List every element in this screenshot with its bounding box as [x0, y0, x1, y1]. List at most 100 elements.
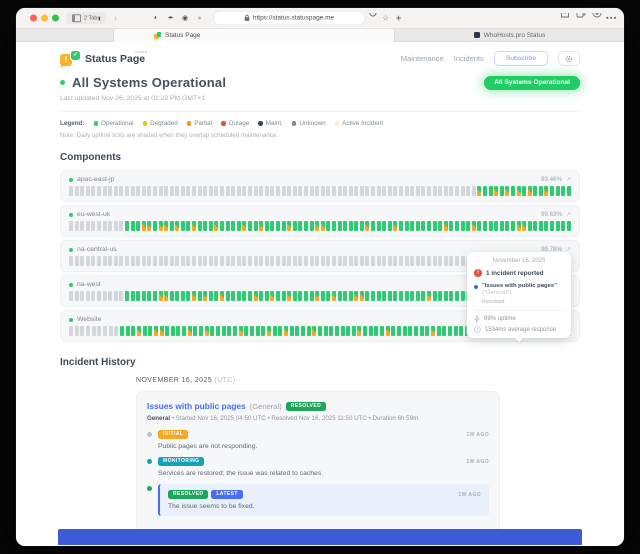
uptime-tick[interactable]	[259, 291, 264, 301]
uptime-tick[interactable]	[447, 326, 452, 336]
uptime-tick[interactable]	[331, 186, 336, 196]
uptime-tick[interactable]	[130, 256, 135, 266]
external-link-icon[interactable]: ↗	[565, 247, 571, 253]
uptime-tick[interactable]	[96, 256, 101, 266]
uptime-tick[interactable]	[227, 326, 232, 336]
uptime-tick[interactable]	[102, 326, 107, 336]
uptime-tick[interactable]	[74, 326, 79, 336]
uptime-tick[interactable]	[197, 291, 202, 301]
uptime-tick[interactable]	[522, 221, 527, 231]
uptime-tick[interactable]	[538, 186, 543, 196]
uptime-tick[interactable]	[315, 221, 320, 231]
uptime-tick[interactable]	[320, 291, 325, 301]
uptime-tick[interactable]	[334, 326, 339, 336]
uptime-tick[interactable]	[169, 221, 174, 231]
extension-icon-contrast[interactable]: ◐	[154, 14, 159, 22]
uptime-tick[interactable]	[136, 291, 141, 301]
uptime-tick[interactable]	[488, 186, 493, 196]
uptime-tick[interactable]	[141, 186, 146, 196]
uptime-tick[interactable]	[315, 256, 320, 266]
uptime-tick[interactable]	[410, 221, 415, 231]
tab-overview-icon[interactable]	[576, 13, 586, 23]
uptime-tick[interactable]	[346, 326, 351, 336]
uptime-tick[interactable]	[320, 221, 325, 231]
uptime-tick[interactable]	[131, 326, 136, 336]
uptime-tick[interactable]	[387, 291, 392, 301]
uptime-tick[interactable]	[380, 326, 385, 336]
uptime-tick[interactable]	[180, 221, 185, 231]
uptime-tick[interactable]	[376, 291, 381, 301]
uptime-tick[interactable]	[454, 291, 459, 301]
uptime-tick[interactable]	[371, 291, 376, 301]
uptime-tick[interactable]	[300, 326, 305, 336]
uptime-tick[interactable]	[170, 326, 175, 336]
window-minimize-button[interactable]	[41, 14, 48, 22]
external-link-icon[interactable]: ↗	[565, 212, 571, 218]
uptime-tick[interactable]	[124, 221, 129, 231]
uptime-tick[interactable]	[142, 326, 147, 336]
uptime-tick[interactable]	[382, 221, 387, 231]
uptime-tick[interactable]	[214, 221, 219, 231]
uptime-tick[interactable]	[102, 221, 107, 231]
uptime-tick[interactable]	[69, 256, 73, 266]
uptime-tick[interactable]	[399, 256, 404, 266]
uptime-tick[interactable]	[303, 221, 308, 231]
uptime-tick[interactable]	[453, 326, 458, 336]
uptime-tick[interactable]	[419, 326, 424, 336]
uptime-tick[interactable]	[231, 186, 236, 196]
uptime-tick[interactable]	[443, 256, 448, 266]
uptime-tick[interactable]	[566, 186, 571, 196]
uptime-tick[interactable]	[250, 326, 254, 336]
bookmark-star-icon[interactable]: ☆	[382, 13, 390, 23]
uptime-tick[interactable]	[376, 186, 381, 196]
uptime-tick[interactable]	[359, 186, 364, 196]
uptime-tick[interactable]	[494, 186, 499, 196]
uptime-tick[interactable]	[253, 186, 258, 196]
uptime-tick[interactable]	[337, 186, 342, 196]
uptime-tick[interactable]	[561, 221, 566, 231]
address-bar[interactable]: https://status.statuspage.me	[214, 11, 364, 25]
uptime-tick[interactable]	[351, 326, 356, 336]
uptime-tick[interactable]	[292, 291, 297, 301]
uptime-tick[interactable]	[220, 186, 225, 196]
uptime-tick[interactable]	[438, 291, 443, 301]
uptime-tick[interactable]	[242, 291, 247, 301]
uptime-tick[interactable]	[203, 186, 208, 196]
uptime-tick[interactable]	[337, 221, 342, 231]
uptime-tick[interactable]	[427, 291, 431, 301]
uptime-tick[interactable]	[175, 256, 180, 266]
uptime-tick[interactable]	[208, 256, 213, 266]
uptime-tick[interactable]	[180, 291, 185, 301]
uptime-tick[interactable]	[303, 291, 308, 301]
share-icon[interactable]	[560, 13, 570, 23]
uptime-tick[interactable]	[80, 221, 85, 231]
uptime-tick[interactable]	[494, 221, 499, 231]
uptime-tick[interactable]	[436, 326, 441, 336]
uptime-tick[interactable]	[113, 221, 118, 231]
uptime-tick[interactable]	[197, 221, 202, 231]
uptime-tick[interactable]	[182, 326, 187, 336]
uptime-tick[interactable]	[152, 221, 157, 231]
uptime-tick[interactable]	[459, 326, 464, 336]
uptime-tick[interactable]	[91, 256, 96, 266]
uptime-tick[interactable]	[264, 256, 269, 266]
uptime-tick[interactable]	[147, 221, 152, 231]
uptime-tick[interactable]	[533, 186, 538, 196]
uptime-tick[interactable]	[231, 221, 236, 231]
uptime-tick[interactable]	[432, 256, 437, 266]
uptime-tick[interactable]	[303, 256, 308, 266]
uptime-tick[interactable]	[421, 221, 426, 231]
uptime-tick[interactable]	[505, 186, 510, 196]
uptime-tick[interactable]	[443, 186, 448, 196]
sidebar-tabs-button[interactable]: 2 Tabs	[66, 12, 107, 24]
uptime-tick[interactable]	[203, 256, 208, 266]
uptime-tick[interactable]	[186, 256, 191, 266]
uptime-tick[interactable]	[326, 291, 331, 301]
uptime-tick[interactable]	[431, 326, 435, 336]
uptime-tick[interactable]	[385, 326, 390, 336]
extension-icon-target[interactable]: ◉	[182, 15, 189, 22]
uptime-tick[interactable]	[376, 221, 381, 231]
uptime-tick[interactable]	[365, 186, 370, 196]
uptime-tick[interactable]	[410, 256, 415, 266]
uptime-tick[interactable]	[187, 326, 192, 336]
